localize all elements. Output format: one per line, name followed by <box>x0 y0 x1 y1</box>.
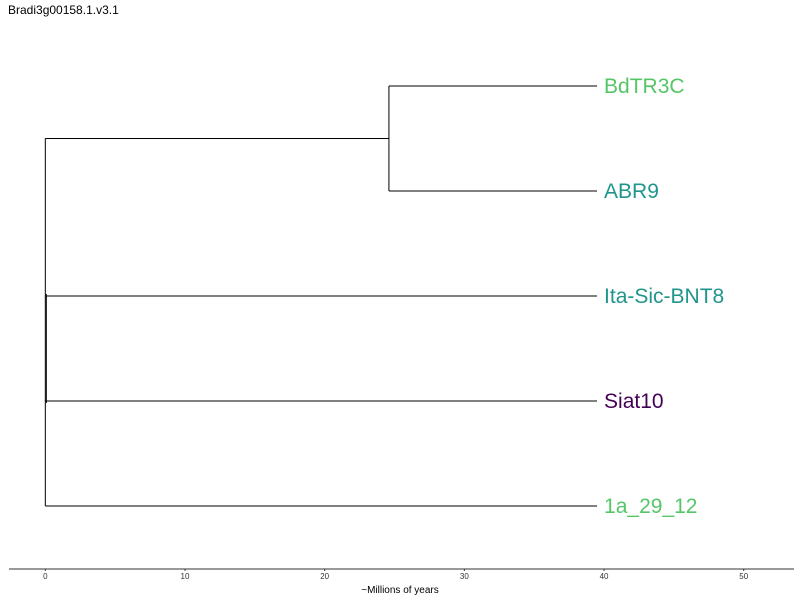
tick-label-30: 30 <box>460 572 469 581</box>
tip-label-abr9: ABR9 <box>604 180 659 203</box>
tip-label-ita-sic-bnt8: Ita-Sic-BNT8 <box>604 285 724 308</box>
tip-label-1a-29-12: 1a_29_12 <box>604 495 697 518</box>
tip-label-bdtr3c: BdTR3C <box>604 75 685 98</box>
tick-label-50: 50 <box>739 572 748 581</box>
time-axis: 0 10 20 30 40 50 <box>9 568 794 581</box>
tree-branches <box>44 85 598 507</box>
tick-label-10: 10 <box>181 572 190 581</box>
axis-title: ~Millions of years <box>361 585 439 596</box>
figure-title: Bradi3g00158.1.v3.1 <box>8 3 119 17</box>
tick-label-20: 20 <box>320 572 329 581</box>
tip-labels: BdTR3C ABR9 Ita-Sic-BNT8 Siat10 1a_29_12 <box>604 75 724 518</box>
tip-label-siat10: Siat10 <box>604 390 664 413</box>
axis-ticks: 0 10 20 30 40 50 <box>43 569 749 581</box>
tick-label-40: 40 <box>600 572 609 581</box>
tick-label-0: 0 <box>43 572 48 581</box>
